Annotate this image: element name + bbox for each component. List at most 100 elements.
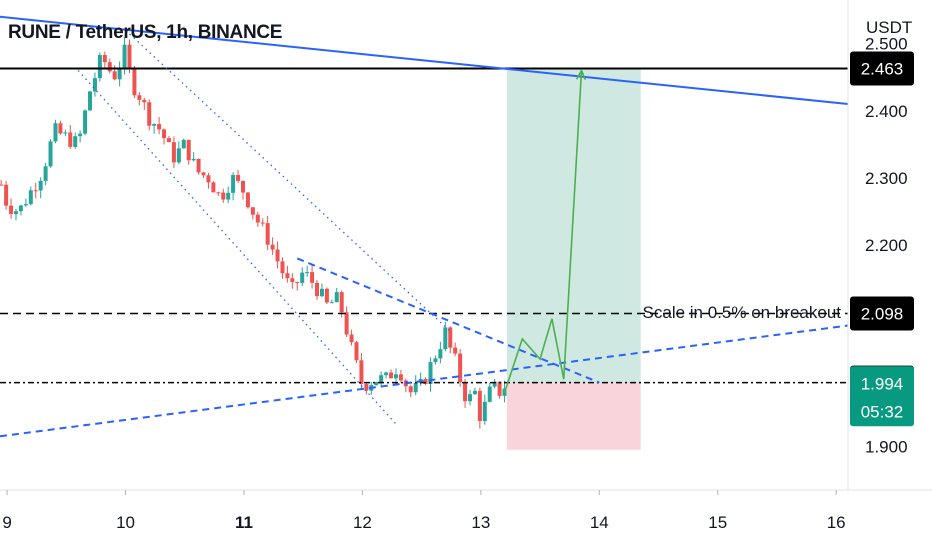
x-tick-label[interactable]: 15 xyxy=(708,513,727,532)
plot-background xyxy=(0,0,848,490)
candle-body xyxy=(433,358,438,363)
candle-body xyxy=(408,386,413,393)
candle-body xyxy=(157,124,162,130)
candle-body xyxy=(364,383,369,391)
y-tick-label[interactable]: 1.900 xyxy=(865,437,908,456)
candle-body xyxy=(428,362,433,384)
trend-line-wedge-top[interactable] xyxy=(296,257,600,384)
x-axis-ticks[interactable]: 9 10 11 12 13 14 15 16 xyxy=(2,490,846,532)
x-tick-label[interactable]: 12 xyxy=(353,513,372,532)
candle-body xyxy=(275,249,280,262)
candle-body xyxy=(384,372,389,376)
candle-body xyxy=(28,190,33,205)
y-tick-label[interactable]: 2.400 xyxy=(865,102,908,121)
projection-polyline[interactable] xyxy=(503,70,583,393)
x-tick-label[interactable]: 9 xyxy=(2,513,11,532)
x-tick-label[interactable]: 16 xyxy=(827,513,846,532)
y-tick-label[interactable]: 2.300 xyxy=(865,169,908,188)
candle-body xyxy=(211,182,216,193)
candle-body xyxy=(83,110,88,134)
candle-body xyxy=(463,382,468,402)
projection-path[interactable] xyxy=(503,68,587,393)
candle-body xyxy=(339,292,344,313)
candle-body xyxy=(344,312,349,335)
candle-body xyxy=(398,374,403,381)
x-tick-label[interactable]: 14 xyxy=(590,513,609,532)
horizontal-levels[interactable] xyxy=(0,67,848,384)
candle-body xyxy=(290,278,295,283)
profit-zone[interactable] xyxy=(506,68,641,383)
candle-body xyxy=(379,375,384,383)
candle-body xyxy=(374,382,379,386)
candle-body xyxy=(191,158,196,161)
candle-body xyxy=(132,68,137,96)
candle-body xyxy=(467,394,472,402)
candle-body xyxy=(221,192,226,200)
y-axis-unit: USDT xyxy=(866,18,913,37)
candle-body xyxy=(448,327,453,348)
candle-body xyxy=(53,123,58,142)
x-tick-label[interactable]: 10 xyxy=(116,513,135,532)
x-tick-label[interactable]: 11 xyxy=(235,513,253,532)
candle-body xyxy=(285,273,290,279)
candle-body xyxy=(58,123,63,134)
candle-body xyxy=(487,386,492,402)
candle-body xyxy=(176,148,181,163)
candle-body xyxy=(270,244,275,250)
candle-body xyxy=(443,327,448,350)
candle-body xyxy=(393,374,398,379)
candle-body xyxy=(73,136,78,147)
candle-body xyxy=(166,138,171,143)
loss-zone[interactable] xyxy=(506,382,641,450)
candle-body xyxy=(33,190,38,192)
candle-body xyxy=(477,390,482,422)
candle-body xyxy=(359,360,364,384)
candle-body xyxy=(280,261,285,274)
candle-body xyxy=(334,292,339,303)
candle-body xyxy=(236,174,241,181)
candle-body xyxy=(295,282,300,284)
candles xyxy=(0,37,507,429)
candle-body xyxy=(142,99,147,103)
candle-body xyxy=(206,175,211,183)
trend-lines[interactable] xyxy=(0,15,849,438)
candle-body xyxy=(78,133,83,137)
candle-body xyxy=(349,334,354,343)
price-badge-label: 1.994 xyxy=(861,374,904,393)
price-badge xyxy=(850,296,914,331)
price-badge-label: 2.463 xyxy=(861,59,904,78)
candle-body xyxy=(117,67,122,80)
candle-body xyxy=(300,272,305,283)
candle-body xyxy=(305,272,310,274)
candle-body xyxy=(162,129,167,139)
candle-body xyxy=(492,381,497,387)
candle-body xyxy=(23,204,28,206)
y-tick-label[interactable]: 2.500 xyxy=(865,35,908,54)
candle-body xyxy=(231,174,236,193)
trend-line-resistance-long[interactable] xyxy=(0,15,849,106)
candle-body xyxy=(389,372,394,379)
price-badge-label: 2.098 xyxy=(861,304,904,323)
candle-body xyxy=(324,288,329,303)
candle-body xyxy=(127,44,132,69)
candle-body xyxy=(245,192,250,208)
position-boxes[interactable] xyxy=(506,68,641,450)
candle-body xyxy=(48,141,53,167)
candle-body xyxy=(310,272,315,283)
candle-body xyxy=(137,95,142,100)
price-badge xyxy=(850,51,914,86)
price-badge xyxy=(850,366,914,427)
candle-body xyxy=(0,184,4,186)
candle-body xyxy=(201,172,206,176)
candle-body xyxy=(9,205,14,215)
candle-body xyxy=(196,158,201,173)
candle-body xyxy=(13,211,18,215)
y-axis-ticks[interactable]: 2.500 2.400 2.300 2.200 1.900 xyxy=(865,35,908,457)
candle-body xyxy=(186,139,191,161)
trend-line-support-rising[interactable] xyxy=(0,324,849,438)
projection-arrowhead xyxy=(575,68,587,81)
candle-body xyxy=(88,91,93,111)
x-tick-label[interactable]: 13 xyxy=(471,513,490,532)
y-tick-label[interactable]: 2.200 xyxy=(865,236,908,255)
